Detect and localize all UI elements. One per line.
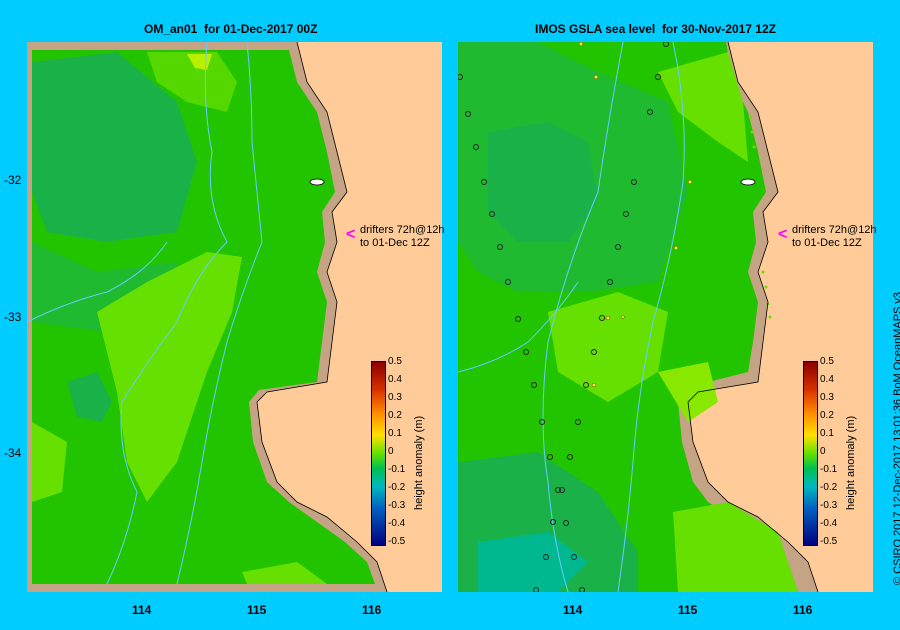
colorbar-tick: 0.4 xyxy=(388,374,402,385)
left-colorbar-title: height anomaly (m) xyxy=(413,415,425,510)
right-drifter-annotation: drifters 72h@12h to 01-Dec 12Z xyxy=(792,224,877,249)
y-tick-label: -34 xyxy=(4,446,22,460)
colorbar-tick: 0.1 xyxy=(388,428,402,439)
colorbar-tick: -0.2 xyxy=(388,482,406,493)
colorbar-tick: 0 xyxy=(388,446,394,457)
colorbar-tick: -0.5 xyxy=(820,536,838,547)
left-map-title: OM_an01 for 01-Dec-2017 00Z xyxy=(144,22,318,36)
x-tick-label-left: 115 xyxy=(247,603,267,617)
x-tick-label-left: 116 xyxy=(362,603,382,617)
colorbar-tick: -0.1 xyxy=(388,464,406,475)
credit-text: © CSIRO 2017 12-Dec-2017 13:01:36 BoM Oc… xyxy=(892,291,900,585)
colorbar-tick: -0.4 xyxy=(820,518,838,529)
drifter-arrow-icon: < xyxy=(346,226,356,243)
colorbar-tick: -0.3 xyxy=(820,500,838,511)
right-map-panel[interactable] xyxy=(458,42,873,592)
colorbar-tick: 0.4 xyxy=(820,374,834,385)
colorbar-tick: 0.3 xyxy=(388,392,402,403)
colorbar-tick: 0.5 xyxy=(820,356,834,367)
left-drifter-annotation: drifters 72h@12h to 01-Dec 12Z xyxy=(360,224,445,249)
y-tick-label: -33 xyxy=(4,310,22,324)
x-tick-label-right: 116 xyxy=(793,603,813,617)
right-colorbar xyxy=(803,361,818,546)
right-map-title: IMOS GSLA sea level for 30-Nov-2017 12Z xyxy=(535,22,776,36)
colorbar-tick: -0.2 xyxy=(820,482,838,493)
left-map-panel[interactable] xyxy=(27,42,442,592)
colorbar-tick: 0.2 xyxy=(388,410,402,421)
x-tick-label-right: 115 xyxy=(678,603,698,617)
colorbar-tick: -0.1 xyxy=(820,464,838,475)
x-tick-label-right: 114 xyxy=(563,603,583,617)
drifter-arrow-icon: < xyxy=(778,226,788,243)
right-colorbar-title: height anomaly (m) xyxy=(845,415,857,510)
x-tick-label-left: 114 xyxy=(132,603,152,617)
colorbar-tick: -0.3 xyxy=(388,500,406,511)
colorbar-tick: 0.1 xyxy=(820,428,834,439)
colorbar-tick: -0.4 xyxy=(388,518,406,529)
colorbar-tick: 0.3 xyxy=(820,392,834,403)
colorbar-tick: 0.5 xyxy=(388,356,402,367)
colorbar-tick: -0.5 xyxy=(388,536,406,547)
y-tick-label: -32 xyxy=(4,173,22,187)
colorbar-tick: 0.2 xyxy=(820,410,834,421)
left-colorbar xyxy=(371,361,386,546)
colorbar-tick: 0 xyxy=(820,446,826,457)
